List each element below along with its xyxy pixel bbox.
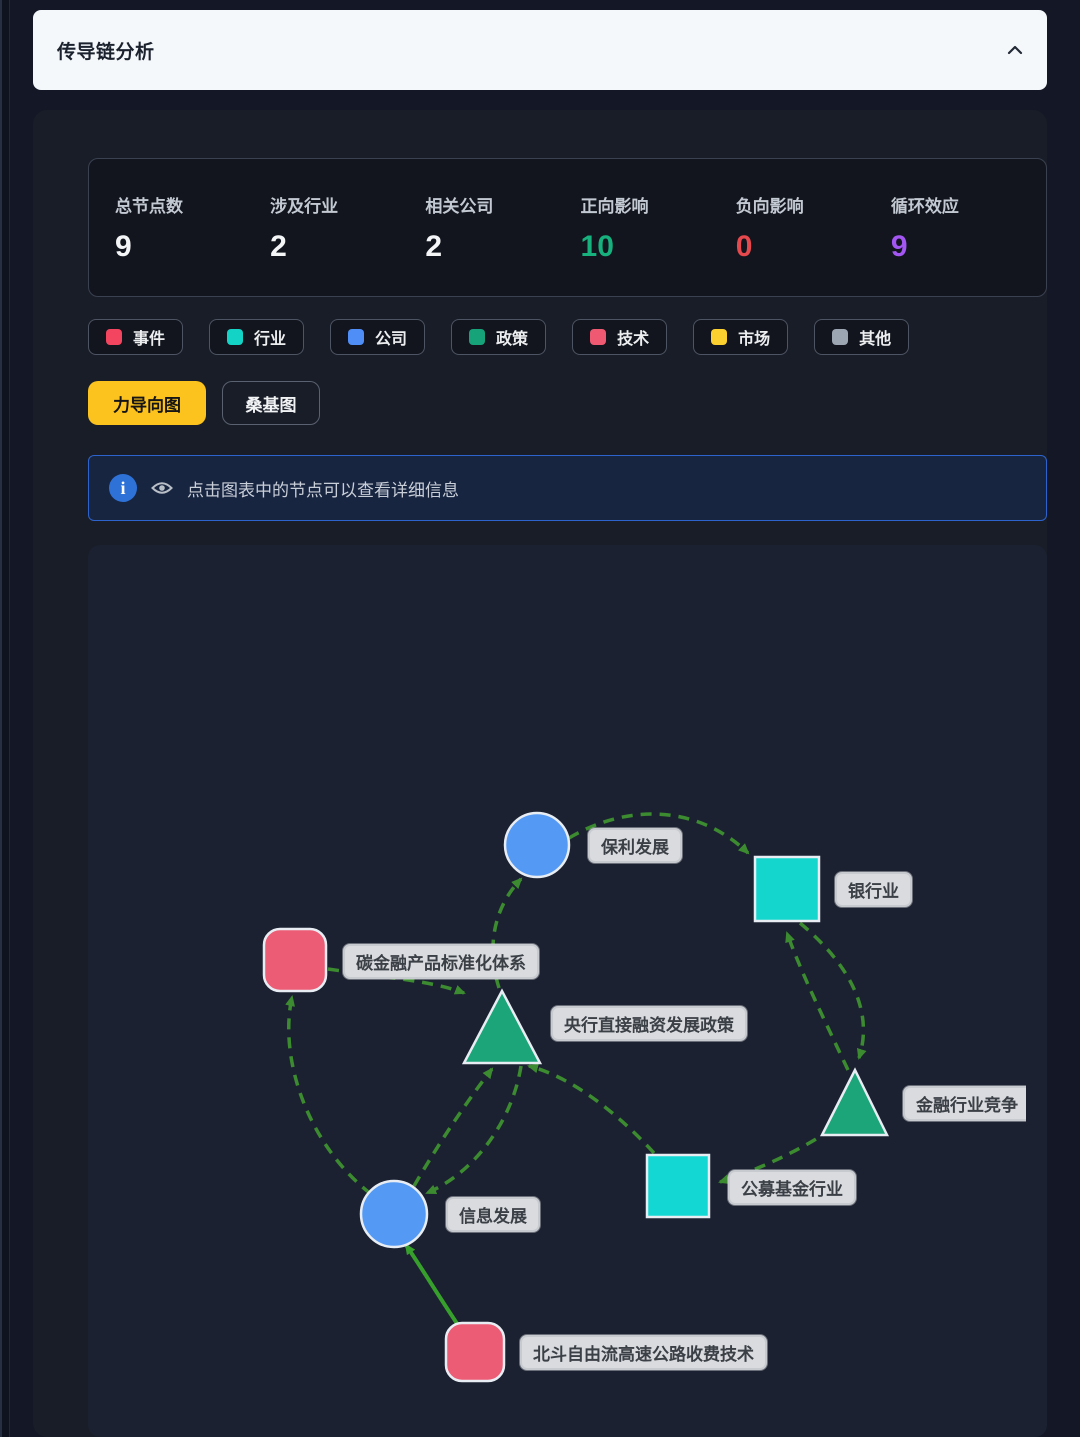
node-pboc-financing-policy[interactable]	[461, 988, 543, 1065]
node-banking-industry[interactable]	[753, 855, 821, 923]
left-gutter	[0, 0, 10, 1437]
edge	[568, 812, 750, 855]
policy-color-swatch	[469, 329, 486, 345]
stat-value: 10	[580, 229, 614, 263]
node-label-banking: 银行业	[835, 872, 912, 907]
edge	[425, 1065, 523, 1195]
node-carbon-finance-standard[interactable]	[262, 927, 328, 993]
edge	[404, 1243, 460, 1327]
legend-chip-event[interactable]: 事件	[88, 319, 184, 355]
node-label-carbon-finance: 碳金融产品标准化体系	[343, 944, 539, 979]
node-label-xinxi: 信息发展	[446, 1197, 540, 1232]
graph-canvas[interactable]: 保利发展 银行业 碳金融产品标准化体系 央行直接融资发展政策 金融行业竞争 公募…	[88, 545, 1026, 1437]
stat-positive-impact: 正向影响 10	[581, 192, 736, 264]
node-label-beidou: 北斗自由流高速公路收费技术	[520, 1335, 767, 1370]
hint-bar: i 点击图表中的节点可以查看详细信息	[88, 455, 1047, 521]
analysis-panel-body: 总节点数 9 涉及行业 2 相关公司 2 正向影响 10 负向影响 0 循环效应…	[33, 110, 1047, 1437]
other-color-swatch	[832, 329, 849, 345]
edge	[412, 1067, 494, 1187]
node-label-public-fund: 公募基金行业	[728, 1170, 856, 1205]
stat-value: 2	[425, 229, 443, 263]
stat-value: 9	[890, 229, 908, 263]
legend-chip-market[interactable]: 市场	[693, 319, 789, 355]
stat-industries: 涉及行业 2	[270, 192, 425, 264]
node-financial-competition[interactable]	[819, 1067, 890, 1137]
edge	[785, 931, 850, 1071]
stat-total-nodes: 总节点数 9	[115, 192, 270, 264]
chevron-up-icon[interactable]	[1007, 45, 1023, 55]
transmission-graph-card: 保利发展 银行业 碳金融产品标准化体系 央行直接融资发展政策 金融行业竞争 公募…	[88, 545, 1047, 1437]
node-beidou-toll-technology[interactable]	[444, 1321, 506, 1383]
sankey-button[interactable]: 桑基图	[222, 381, 320, 425]
node-baoli-development[interactable]	[503, 811, 571, 879]
legend-chip-company[interactable]: 公司	[330, 319, 426, 355]
stat-companies: 相关公司 2	[425, 192, 580, 264]
legend-chip-industry[interactable]: 行业	[209, 319, 305, 355]
edge	[718, 1127, 833, 1184]
edge	[327, 967, 466, 995]
industry-color-swatch	[227, 329, 244, 345]
edge	[491, 877, 523, 989]
company-color-swatch	[348, 329, 365, 345]
legend-chip-technology[interactable]: 技术	[572, 319, 668, 355]
event-color-swatch	[106, 329, 122, 345]
panel-title: 传导链分析	[57, 41, 155, 63]
edge	[285, 995, 373, 1196]
technology-color-swatch	[590, 329, 607, 345]
hint-text: 点击图表中的节点可以查看详细信息	[187, 480, 459, 500]
legend-chip-policy[interactable]: 政策	[451, 319, 547, 355]
stat-value: 2	[270, 229, 287, 263]
info-icon: i	[109, 474, 137, 502]
legend-chip-other[interactable]: 其他	[814, 319, 910, 355]
node-xinxi-development[interactable]	[359, 1179, 429, 1249]
force-graph-button[interactable]: 力导向图	[88, 381, 206, 425]
node-label-pboc-policy: 央行直接融资发展政策	[551, 1006, 747, 1041]
edge	[798, 921, 867, 1060]
stats-summary-card: 总节点数 9 涉及行业 2 相关公司 2 正向影响 10 负向影响 0 循环效应…	[88, 158, 1047, 297]
stat-value: 9	[115, 229, 132, 263]
node-public-fund-industry[interactable]	[645, 1153, 711, 1219]
node-label-baoli: 保利发展	[588, 828, 682, 863]
collapse-panel-header[interactable]: 传导链分析	[33, 10, 1047, 90]
chart-view-toggle: 力导向图 桑基图	[88, 381, 320, 425]
stat-negative-impact: 负向影响 0	[736, 192, 891, 264]
stat-value: 0	[735, 229, 753, 263]
node-type-legend: 事件 行业 公司 政策 技术 市场 其他	[88, 319, 910, 355]
market-color-swatch	[711, 329, 728, 345]
node-label-competition: 金融行业竞争	[903, 1086, 1026, 1121]
force-graph-svg	[262, 811, 890, 1383]
eye-icon	[151, 482, 173, 494]
edge	[527, 1063, 656, 1155]
stat-cycle-effect: 循环效应 9	[891, 192, 1046, 264]
